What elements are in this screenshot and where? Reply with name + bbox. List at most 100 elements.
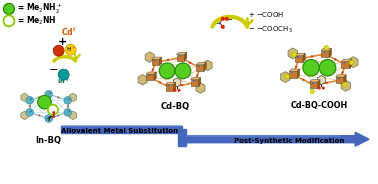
Text: Cd$^{II}$: Cd$^{II}$ bbox=[60, 26, 77, 38]
Circle shape bbox=[45, 91, 53, 98]
Circle shape bbox=[325, 82, 328, 84]
Circle shape bbox=[68, 110, 70, 112]
Circle shape bbox=[52, 111, 55, 114]
Circle shape bbox=[152, 69, 154, 71]
Text: Aliovalent Metal Substitution: Aliovalent Metal Substitution bbox=[61, 128, 178, 134]
Circle shape bbox=[48, 105, 58, 115]
Circle shape bbox=[181, 84, 183, 86]
Polygon shape bbox=[336, 77, 344, 84]
Circle shape bbox=[159, 81, 161, 84]
FancyArrow shape bbox=[186, 135, 340, 137]
Circle shape bbox=[3, 15, 14, 26]
Circle shape bbox=[312, 82, 313, 84]
Circle shape bbox=[338, 77, 340, 79]
Polygon shape bbox=[341, 59, 352, 61]
Circle shape bbox=[174, 89, 177, 92]
Circle shape bbox=[225, 17, 229, 21]
Polygon shape bbox=[184, 52, 187, 61]
Polygon shape bbox=[341, 80, 351, 91]
Circle shape bbox=[53, 45, 64, 56]
Circle shape bbox=[50, 116, 51, 118]
Polygon shape bbox=[318, 75, 325, 85]
Polygon shape bbox=[173, 78, 181, 87]
Circle shape bbox=[30, 110, 32, 112]
Polygon shape bbox=[318, 80, 320, 88]
Polygon shape bbox=[329, 49, 332, 57]
Text: Cd-BQ-COOH: Cd-BQ-COOH bbox=[291, 101, 348, 110]
Circle shape bbox=[3, 3, 14, 14]
Circle shape bbox=[318, 86, 321, 90]
Polygon shape bbox=[152, 59, 160, 66]
Polygon shape bbox=[336, 75, 346, 77]
Circle shape bbox=[198, 65, 200, 67]
Bar bbox=[178, 129, 186, 146]
Circle shape bbox=[221, 17, 225, 21]
Polygon shape bbox=[154, 72, 156, 80]
Circle shape bbox=[68, 98, 70, 100]
Polygon shape bbox=[196, 83, 205, 93]
Polygon shape bbox=[146, 74, 154, 80]
Text: H$^+$: H$^+$ bbox=[66, 45, 76, 54]
Text: Cd-BQ: Cd-BQ bbox=[161, 102, 190, 112]
Polygon shape bbox=[166, 84, 174, 91]
Circle shape bbox=[189, 62, 191, 64]
Polygon shape bbox=[177, 52, 187, 55]
Polygon shape bbox=[138, 75, 147, 85]
Circle shape bbox=[38, 95, 51, 109]
Polygon shape bbox=[69, 111, 77, 120]
Circle shape bbox=[323, 51, 325, 53]
Circle shape bbox=[64, 97, 71, 104]
Polygon shape bbox=[177, 55, 184, 61]
Polygon shape bbox=[280, 72, 290, 83]
Polygon shape bbox=[288, 48, 297, 59]
FancyArrow shape bbox=[60, 125, 182, 127]
Circle shape bbox=[168, 85, 169, 86]
Circle shape bbox=[26, 109, 34, 116]
Circle shape bbox=[30, 98, 32, 100]
Polygon shape bbox=[310, 82, 318, 88]
Text: $-$ $-$COOCH$_3$: $-$ $-$COOCH$_3$ bbox=[248, 25, 293, 35]
Text: +: + bbox=[58, 37, 67, 47]
Polygon shape bbox=[21, 111, 28, 120]
Circle shape bbox=[154, 59, 155, 61]
Circle shape bbox=[196, 74, 198, 77]
Circle shape bbox=[292, 52, 296, 57]
Polygon shape bbox=[295, 56, 303, 62]
Polygon shape bbox=[341, 61, 350, 68]
Polygon shape bbox=[69, 93, 77, 102]
Circle shape bbox=[302, 79, 305, 81]
Circle shape bbox=[297, 56, 299, 58]
Circle shape bbox=[311, 55, 313, 58]
Circle shape bbox=[50, 92, 51, 94]
Polygon shape bbox=[350, 59, 352, 68]
Polygon shape bbox=[191, 77, 201, 80]
Circle shape bbox=[310, 89, 314, 94]
FancyArrow shape bbox=[60, 126, 182, 133]
Circle shape bbox=[167, 59, 169, 61]
Circle shape bbox=[38, 114, 40, 116]
Circle shape bbox=[344, 62, 345, 64]
Circle shape bbox=[295, 66, 297, 68]
Circle shape bbox=[26, 97, 34, 104]
Circle shape bbox=[38, 96, 40, 98]
Text: + $-$COOH: + $-$COOH bbox=[248, 10, 284, 19]
Polygon shape bbox=[196, 63, 206, 65]
Polygon shape bbox=[344, 75, 346, 84]
Polygon shape bbox=[289, 69, 300, 71]
Polygon shape bbox=[191, 80, 198, 86]
Circle shape bbox=[193, 80, 194, 82]
Polygon shape bbox=[166, 82, 176, 84]
Circle shape bbox=[52, 115, 55, 118]
Polygon shape bbox=[310, 80, 320, 82]
Polygon shape bbox=[160, 57, 162, 66]
Circle shape bbox=[334, 58, 336, 61]
Text: In-BQ: In-BQ bbox=[36, 136, 62, 145]
Polygon shape bbox=[203, 60, 212, 71]
Circle shape bbox=[291, 72, 293, 73]
Polygon shape bbox=[146, 72, 156, 74]
Polygon shape bbox=[297, 69, 300, 78]
Polygon shape bbox=[198, 77, 201, 86]
Circle shape bbox=[341, 71, 344, 74]
Polygon shape bbox=[174, 82, 176, 91]
Circle shape bbox=[322, 86, 325, 90]
